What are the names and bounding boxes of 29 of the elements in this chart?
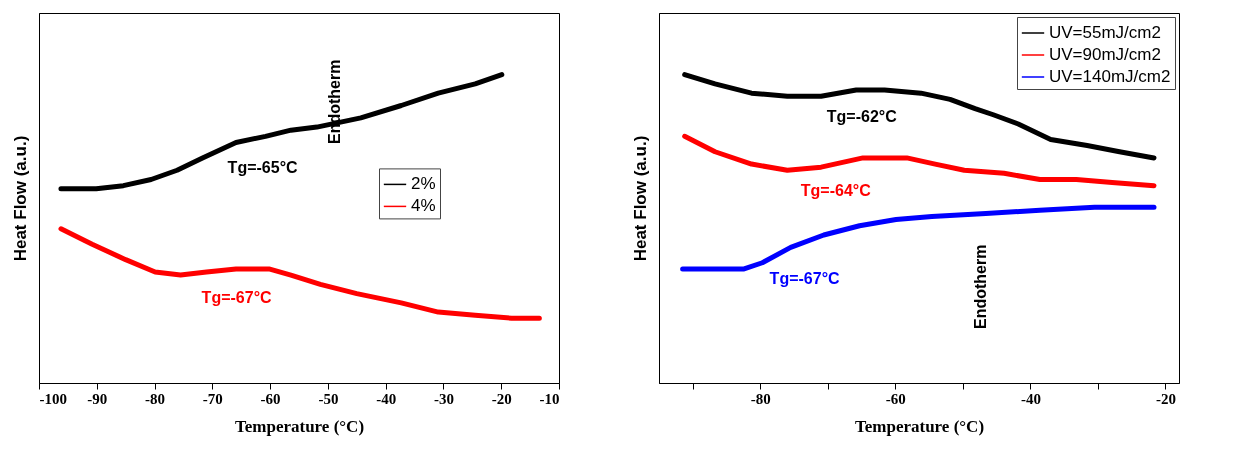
y-axis-title: Heat Flow (a.u.)	[10, 135, 30, 262]
annotation: Tg=-65°C	[227, 159, 299, 177]
legend-label: 4%	[411, 196, 436, 216]
x-tick-label: -70	[202, 390, 223, 407]
annotation: Tg=-64°C	[800, 181, 872, 199]
x-tick-label: -40	[376, 390, 397, 407]
annotation: Tg=-67°C	[201, 288, 273, 306]
x-axis-title: Temperature (°C)	[854, 416, 985, 436]
annotation: Tg=-67°C	[769, 270, 841, 288]
x-tick-label: -40	[1020, 390, 1041, 407]
annotation: Endotherm	[972, 244, 990, 330]
legend-label: UV=90mJ/cm2	[1049, 45, 1161, 64]
legend-label: UV=140mJ/cm2	[1049, 67, 1171, 86]
x-tick-label: -20	[491, 390, 512, 407]
x-tick-label: -50	[318, 390, 339, 407]
x-axis-title: Temperature (°C)	[234, 416, 365, 436]
x-tick-label: -30	[433, 390, 454, 407]
x-tick-label: -60	[260, 390, 281, 407]
x-tick-label: -80	[750, 390, 771, 407]
x-tick-label: -10	[539, 390, 560, 407]
annotation: Tg=-62°C	[826, 107, 898, 125]
x-tick-label: -100	[39, 390, 67, 407]
legend-label: UV=55mJ/cm2	[1049, 23, 1161, 42]
y-axis-title: Heat Flow (a.u.)	[630, 135, 650, 262]
x-tick-label: -60	[885, 390, 906, 407]
legend-label: 2%	[411, 174, 436, 194]
x-tick-label: -20	[1155, 390, 1176, 407]
x-tick-label: -90	[87, 390, 108, 407]
x-tick-label: -80	[145, 390, 166, 407]
